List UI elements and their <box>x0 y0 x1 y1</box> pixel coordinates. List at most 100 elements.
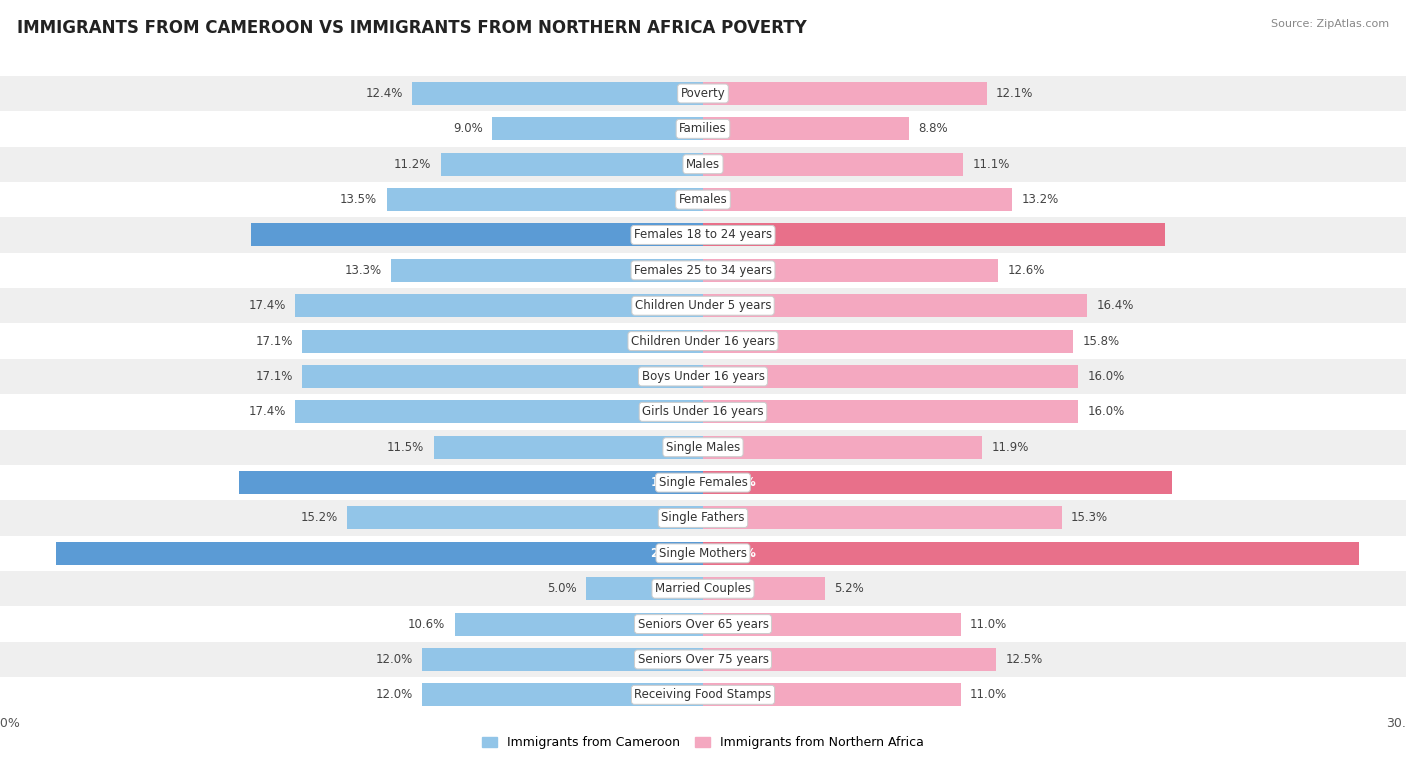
Bar <box>239 471 703 494</box>
Bar <box>703 578 825 600</box>
Bar <box>302 330 703 352</box>
Text: 16.0%: 16.0% <box>1087 406 1125 418</box>
Text: 11.2%: 11.2% <box>394 158 432 171</box>
Bar <box>703 436 981 459</box>
Bar <box>703 400 1078 424</box>
Text: Single Mothers: Single Mothers <box>659 547 747 560</box>
Text: 12.1%: 12.1% <box>995 87 1033 100</box>
Bar <box>422 684 703 706</box>
Text: Children Under 5 years: Children Under 5 years <box>634 299 772 312</box>
Text: 17.1%: 17.1% <box>256 334 292 348</box>
Bar <box>0 394 1406 430</box>
Text: 15.3%: 15.3% <box>1071 512 1108 525</box>
Text: 13.2%: 13.2% <box>1022 193 1059 206</box>
Text: Single Fathers: Single Fathers <box>661 512 745 525</box>
Text: 19.7%: 19.7% <box>714 228 755 242</box>
Bar <box>433 436 703 459</box>
Text: Seniors Over 75 years: Seniors Over 75 years <box>637 653 769 666</box>
Text: 8.8%: 8.8% <box>918 122 948 136</box>
Text: 15.2%: 15.2% <box>301 512 337 525</box>
Text: 28.0%: 28.0% <box>714 547 755 560</box>
Bar <box>250 224 703 246</box>
Bar <box>302 365 703 388</box>
Text: Females: Females <box>679 193 727 206</box>
Bar <box>703 684 960 706</box>
Text: 16.0%: 16.0% <box>1087 370 1125 383</box>
Text: 10.6%: 10.6% <box>408 618 446 631</box>
Text: 12.4%: 12.4% <box>366 87 404 100</box>
Bar <box>703 542 1360 565</box>
Bar <box>412 82 703 105</box>
Text: 12.0%: 12.0% <box>375 653 412 666</box>
Bar <box>703 612 960 635</box>
Text: 11.5%: 11.5% <box>387 440 425 454</box>
Text: 17.4%: 17.4% <box>249 406 285 418</box>
Text: Children Under 16 years: Children Under 16 years <box>631 334 775 348</box>
Text: 5.0%: 5.0% <box>547 582 576 595</box>
Text: 17.1%: 17.1% <box>256 370 292 383</box>
Bar <box>703 117 910 140</box>
Bar <box>586 578 703 600</box>
Text: Single Males: Single Males <box>666 440 740 454</box>
Bar <box>295 400 703 424</box>
Bar <box>0 465 1406 500</box>
Text: Males: Males <box>686 158 720 171</box>
Text: Seniors Over 65 years: Seniors Over 65 years <box>637 618 769 631</box>
Bar <box>0 288 1406 324</box>
Text: 20.0%: 20.0% <box>714 476 755 489</box>
Bar <box>391 259 703 282</box>
Bar <box>0 430 1406 465</box>
Bar <box>703 506 1062 530</box>
Text: Poverty: Poverty <box>681 87 725 100</box>
Text: 9.0%: 9.0% <box>453 122 482 136</box>
Text: 11.0%: 11.0% <box>970 618 1007 631</box>
Bar <box>0 359 1406 394</box>
Bar <box>0 571 1406 606</box>
Bar <box>703 648 995 671</box>
Bar <box>703 330 1073 352</box>
Text: 11.1%: 11.1% <box>973 158 1010 171</box>
Text: 12.5%: 12.5% <box>1005 653 1042 666</box>
Text: 12.6%: 12.6% <box>1008 264 1045 277</box>
Bar <box>56 542 703 565</box>
Bar <box>703 365 1078 388</box>
Text: 27.6%: 27.6% <box>651 547 692 560</box>
Bar <box>387 188 703 211</box>
Bar <box>0 111 1406 146</box>
Bar <box>0 536 1406 571</box>
Bar <box>0 218 1406 252</box>
Text: Boys Under 16 years: Boys Under 16 years <box>641 370 765 383</box>
Bar <box>703 224 1164 246</box>
Text: Single Females: Single Females <box>658 476 748 489</box>
Bar <box>0 252 1406 288</box>
Bar <box>0 677 1406 713</box>
Text: Females 25 to 34 years: Females 25 to 34 years <box>634 264 772 277</box>
Text: 15.8%: 15.8% <box>1083 334 1119 348</box>
Bar <box>0 642 1406 677</box>
Text: 19.8%: 19.8% <box>651 476 692 489</box>
Bar <box>0 500 1406 536</box>
Text: Source: ZipAtlas.com: Source: ZipAtlas.com <box>1271 19 1389 29</box>
Text: 19.3%: 19.3% <box>651 228 692 242</box>
Bar <box>703 188 1012 211</box>
Text: 17.4%: 17.4% <box>249 299 285 312</box>
Bar <box>295 294 703 318</box>
Text: 13.5%: 13.5% <box>340 193 377 206</box>
Bar <box>0 146 1406 182</box>
Bar <box>492 117 703 140</box>
Bar <box>703 153 963 176</box>
Bar <box>0 606 1406 642</box>
Text: 12.0%: 12.0% <box>375 688 412 701</box>
Bar <box>0 76 1406 111</box>
Bar <box>440 153 703 176</box>
Text: IMMIGRANTS FROM CAMEROON VS IMMIGRANTS FROM NORTHERN AFRICA POVERTY: IMMIGRANTS FROM CAMEROON VS IMMIGRANTS F… <box>17 19 807 37</box>
Text: Females 18 to 24 years: Females 18 to 24 years <box>634 228 772 242</box>
Bar <box>703 294 1087 318</box>
Bar <box>454 612 703 635</box>
Bar <box>347 506 703 530</box>
Bar <box>703 82 987 105</box>
Bar <box>0 182 1406 218</box>
Legend: Immigrants from Cameroon, Immigrants from Northern Africa: Immigrants from Cameroon, Immigrants fro… <box>477 731 929 754</box>
Text: Girls Under 16 years: Girls Under 16 years <box>643 406 763 418</box>
Text: 11.0%: 11.0% <box>970 688 1007 701</box>
